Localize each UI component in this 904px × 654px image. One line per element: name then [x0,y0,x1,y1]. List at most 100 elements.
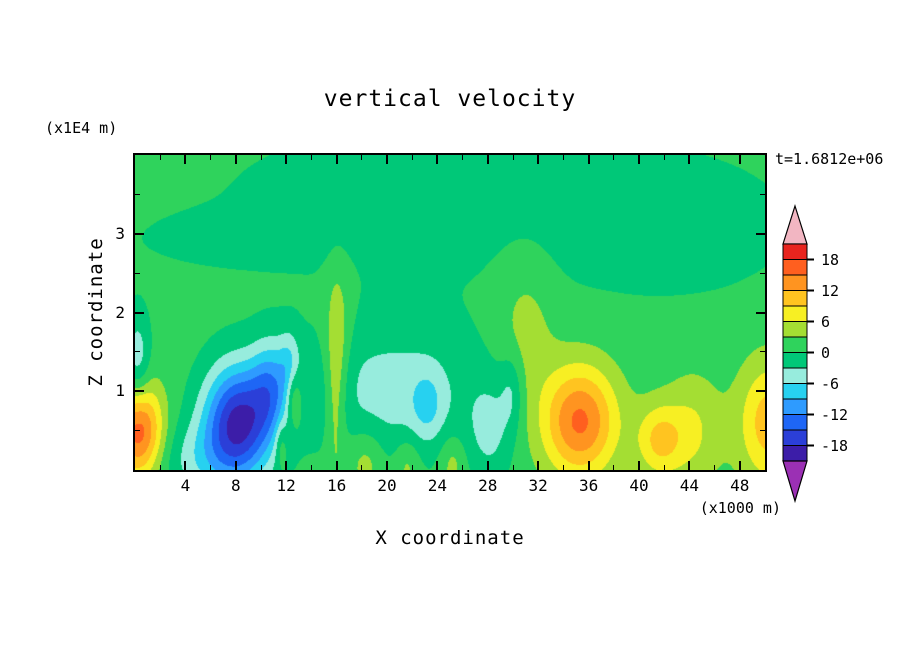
axis-tick [760,272,765,274]
plot-title: vertical velocity [323,86,577,112]
axis-tick [688,155,691,164]
axis-tick [756,390,765,393]
axis-tick [760,430,765,432]
axis-tick [411,155,413,160]
axis-tick [386,461,388,470]
axis-tick [738,461,741,470]
axis-tick [335,461,338,470]
z-axis-title: Z coordinate [85,237,107,387]
axis-tick [159,465,161,470]
axis-tick [234,155,237,164]
axis-tick [310,465,312,470]
x-axis-tick-label: 12 [276,476,296,495]
x-axis-tick-label: 16 [326,476,347,495]
axis-tick [760,193,765,195]
axis-tick [663,465,665,470]
axis-tick [210,155,212,160]
axis-tick [512,465,514,470]
axis-tick [285,461,288,470]
axis-tick [613,465,615,470]
axis-tick [285,155,288,164]
colorbar-tick-label: -6 [821,375,839,393]
axis-tick [512,155,514,160]
axis-tick [714,155,716,160]
axis-tick [159,155,161,160]
z-axis-unit-label: (x1E4 m) [45,119,118,137]
axis-tick [411,465,413,470]
axis-tick [760,351,765,353]
axis-tick [184,461,187,470]
axis-tick [587,155,590,164]
axis-tick [462,465,464,470]
colorbar-band [782,352,808,369]
time-label: t=1.6812e+06 [775,150,884,168]
axis-tick [310,155,312,160]
colorbar-band [782,321,808,338]
axis-tick [738,155,741,164]
axis-tick [135,232,144,235]
x-axis-tick-label: 20 [377,476,397,495]
axis-tick [135,193,140,195]
axis-tick [135,390,144,393]
x-axis-tick-label: 40 [629,476,649,495]
colorbar-tick-label: -12 [821,406,848,424]
colorbar: 18 12 6 0 -6 -12 -18 [782,204,848,504]
x-axis-tick-label: 4 [180,476,191,495]
colorbar-band [782,429,808,446]
contour-field-canvas [135,155,765,470]
axis-tick [135,430,140,432]
axis-tick [361,465,363,470]
colorbar-tick-label: 18 [821,251,839,269]
x-axis-unit-label: (x1000 m) [699,499,781,517]
colorbar-band [782,398,808,415]
colorbar-band [782,445,808,462]
colorbar-band [782,336,808,353]
z-axis-tick-label: 2 [115,302,125,322]
axis-tick [462,155,464,160]
axis-tick [234,461,237,470]
axis-tick [756,311,765,314]
colorbar-band [782,243,808,260]
axis-tick [436,155,439,164]
colorbar-tick-label: 0 [821,344,830,362]
axis-tick [562,465,564,470]
plot-frame [133,153,767,472]
axis-tick [537,461,540,470]
axis-tick [714,465,716,470]
colorbar-under-arrow [782,460,808,504]
colorbar-band [782,305,808,322]
z-axis-tick-label: 3 [115,223,125,243]
axis-tick [587,461,590,470]
colorbar-band [782,259,808,276]
axis-tick [688,461,691,470]
axis-tick [361,155,363,160]
axis-tick [486,461,489,470]
colorbar-tick-label: -18 [821,437,848,455]
x-axis-tick-label: 44 [679,476,700,495]
colorbar-band [782,290,808,307]
axis-tick [260,155,262,160]
x-axis-tick-label: 28 [478,476,498,495]
x-axis-tick-label: 48 [730,476,750,495]
axis-tick [135,311,144,314]
axis-tick [210,465,212,470]
colorbar-tick-label: 12 [821,282,839,300]
colorbar-band [782,414,808,431]
x-axis-tick-label: 36 [578,476,599,495]
axis-tick [537,155,540,164]
x-axis-tick-label: 32 [528,476,548,495]
axis-tick [613,155,615,160]
axis-tick [135,272,140,274]
axis-tick [663,155,665,160]
colorbar-tick-label: 6 [821,313,830,331]
colorbar-band [782,383,808,400]
axis-tick [638,461,640,470]
colorbar-band [782,274,808,291]
x-axis-tick-label: 24 [427,476,448,495]
x-axis-tick-label: 8 [230,476,241,495]
axis-tick [260,465,262,470]
colorbar-over-arrow [782,204,808,245]
axis-tick [184,155,187,164]
axis-tick [756,232,765,235]
